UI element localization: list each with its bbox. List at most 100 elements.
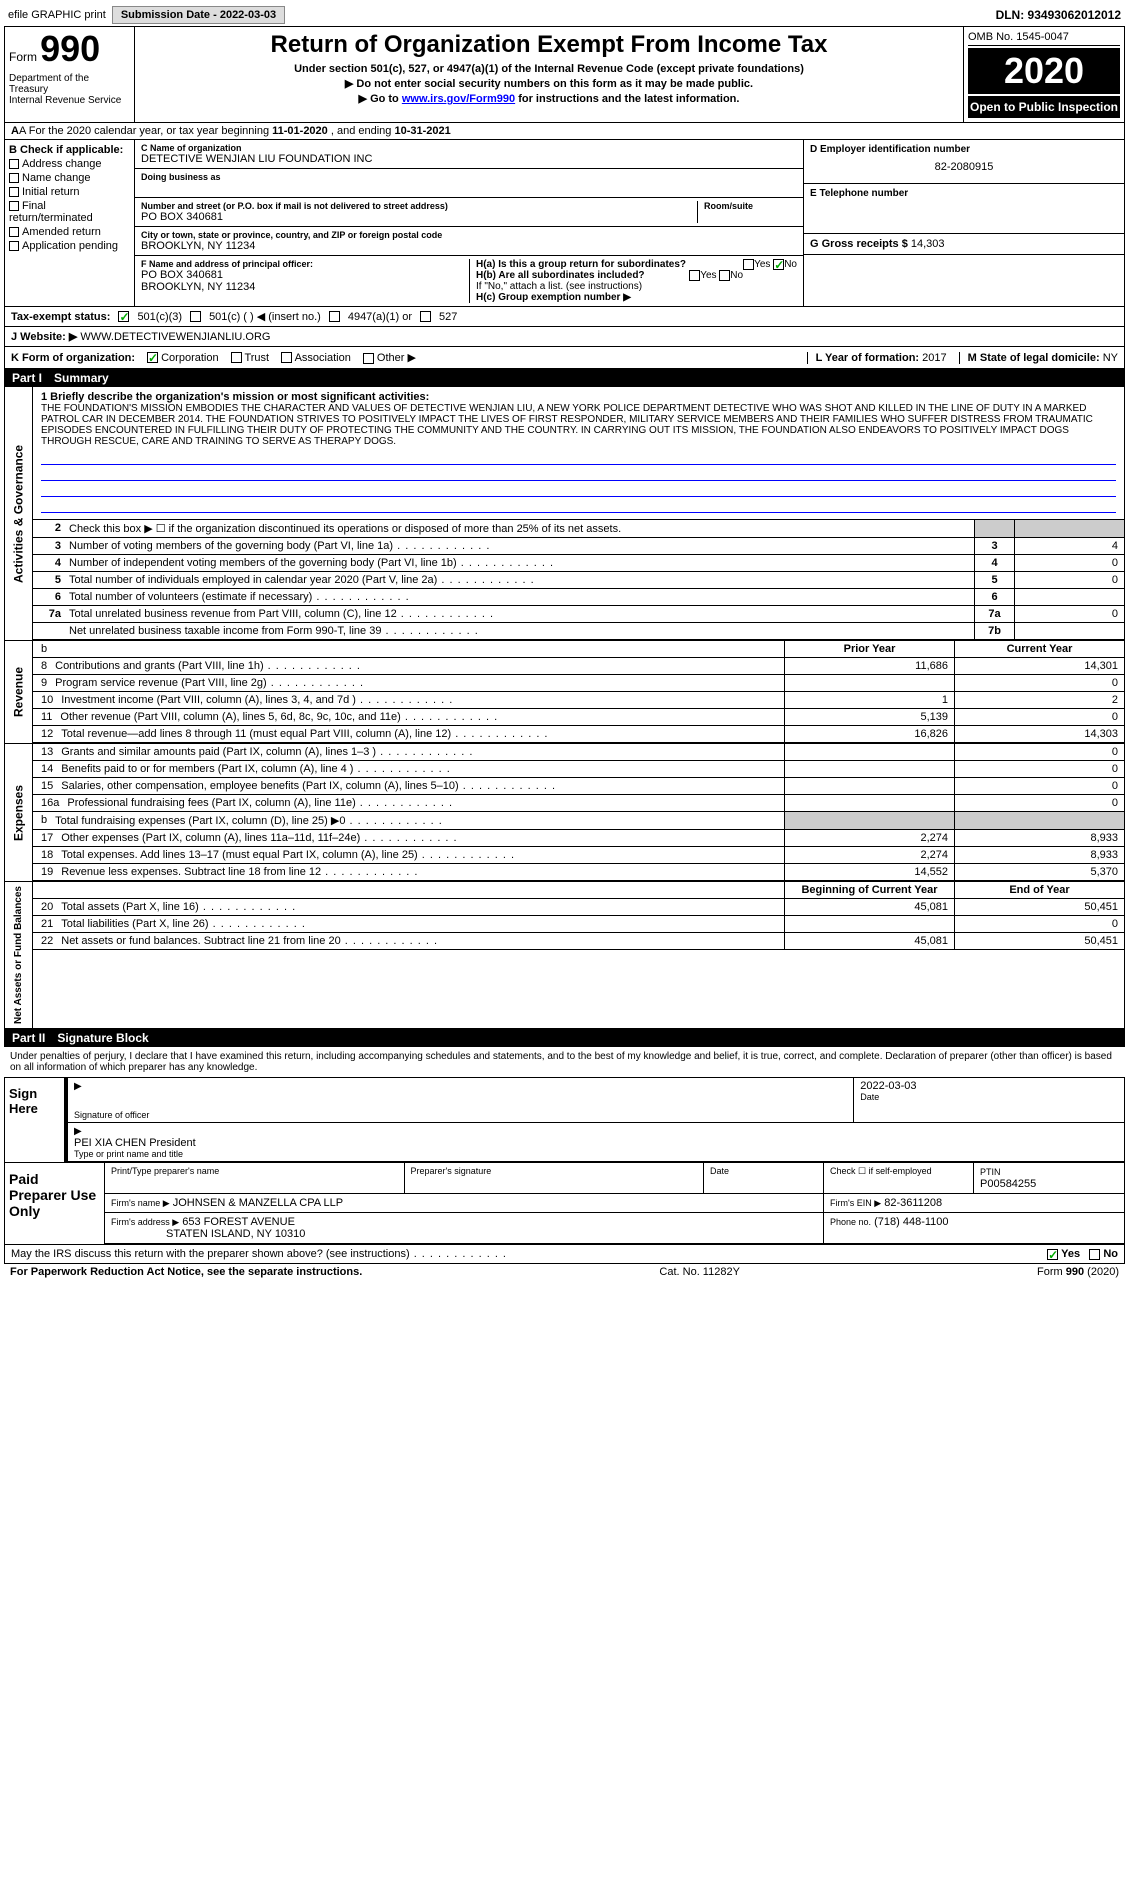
discuss-row: May the IRS discuss this return with the… (4, 1245, 1125, 1264)
mission-block: 1 Briefly describe the organization's mi… (33, 387, 1124, 520)
section-expenses: Expenses 13Grants and similar amounts pa… (4, 744, 1125, 882)
check-527[interactable] (420, 311, 431, 322)
side-rev: Revenue (5, 641, 33, 743)
discuss-yes[interactable] (1047, 1249, 1058, 1260)
page-footer: For Paperwork Reduction Act Notice, see … (4, 1264, 1125, 1280)
preparer-block: Paid Preparer Use Only Print/Type prepar… (4, 1163, 1125, 1245)
cat-no: Cat. No. 11282Y (659, 1266, 740, 1278)
tax-year: 2020 (968, 48, 1120, 94)
gov-row: 6Total number of volunteers (estimate if… (33, 589, 1124, 606)
check-final[interactable]: Final return/terminated (9, 200, 130, 224)
form-org-row: K Form of organization: Corporation Trus… (4, 347, 1125, 369)
k-label: K Form of organization: (11, 352, 135, 364)
fin-row: 9Program service revenue (Part VIII, lin… (33, 675, 1124, 692)
check-assoc[interactable] (281, 352, 292, 363)
fin-row: 13Grants and similar amounts paid (Part … (33, 744, 1124, 761)
submission-date-button[interactable]: Submission Date - 2022-03-03 (112, 6, 285, 24)
check-pending[interactable]: Application pending (9, 240, 130, 252)
firm-phone: (718) 448-1100 (874, 1216, 948, 1228)
g-label: G Gross receipts $ (810, 238, 911, 250)
gov-row: 4Number of independent voting members of… (33, 555, 1124, 572)
room-label: Room/suite (704, 201, 797, 211)
check-4947[interactable] (329, 311, 340, 322)
officer-addr1: PO BOX 340681 (141, 269, 469, 281)
side-exp: Expenses (5, 744, 33, 881)
ha-label: H(a) Is this a group return for subordin… (476, 259, 686, 270)
firm-city: STATEN ISLAND, NY 10310 (166, 1228, 305, 1240)
check-501c[interactable] (190, 311, 201, 322)
fin-row: 12Total revenue—add lines 8 through 11 (… (33, 726, 1124, 743)
mission-lead: 1 Briefly describe the organization's mi… (41, 391, 429, 403)
gov-row: 5Total number of individuals employed in… (33, 572, 1124, 589)
check-initial[interactable]: Initial return (9, 186, 130, 198)
hb-label: H(b) Are all subordinates included? (476, 270, 645, 281)
side-na: Net Assets or Fund Balances (5, 882, 33, 1028)
fin-row: 14Benefits paid to or for members (Part … (33, 761, 1124, 778)
tax-status-row: Tax-exempt status: 501(c)(3) 501(c) ( ) … (4, 307, 1125, 327)
hb-note: If "No," attach a list. (see instruction… (476, 281, 797, 292)
omb-number: OMB No. 1545-0047 (968, 31, 1120, 46)
irs-link[interactable]: www.irs.gov/Form990 (402, 93, 515, 105)
prep-name-label: Print/Type preparer's name (105, 1163, 405, 1193)
form-subtitle: Under section 501(c), 527, or 4947(a)(1)… (139, 63, 959, 75)
b-label: B Check if applicable: (9, 144, 123, 156)
city-state-zip: BROOKLYN, NY 11234 (141, 240, 797, 252)
discuss-no[interactable] (1089, 1249, 1100, 1260)
state-domicile: NY (1103, 352, 1118, 364)
check-address[interactable]: Address change (9, 158, 130, 170)
name-label: Type or print name and title (74, 1149, 1118, 1159)
c-label: C Name of organization (141, 143, 797, 153)
mission-text: THE FOUNDATION'S MISSION EMBODIES THE CH… (41, 403, 1116, 447)
officer-addr2: BROOKLYN, NY 11234 (141, 281, 469, 293)
penalty-text: Under penalties of perjury, I declare th… (4, 1047, 1125, 1077)
form-number: 990 (40, 28, 100, 69)
prep-sig-label: Preparer's signature (405, 1163, 705, 1193)
m-label: M State of legal domicile: (968, 352, 1103, 364)
prep-date-label: Date (704, 1163, 824, 1193)
warn-ssn: ▶ Do not enter social security numbers o… (139, 77, 959, 90)
row-2: 2Check this box ▶ ☐ if the organization … (33, 520, 1124, 538)
ein: 82-2080915 (810, 155, 1118, 179)
efile-label: efile GRAPHIC print (8, 9, 106, 21)
check-trust[interactable] (231, 352, 242, 363)
l-label: L Year of formation: (816, 352, 923, 364)
fin-row: 18Total expenses. Add lines 13–17 (must … (33, 847, 1124, 864)
fin-header: b Prior Year Current Year (33, 641, 1124, 658)
period-row: AA For the 2020 calendar year, or tax ye… (4, 123, 1125, 140)
sign-here: Sign Here (5, 1078, 65, 1162)
fin-row: bTotal fundraising expenses (Part IX, co… (33, 812, 1124, 830)
sign-date: 2022-03-03 (860, 1080, 1118, 1092)
fin-row: 19Revenue less expenses. Subtract line 1… (33, 864, 1124, 881)
fin-row: 17Other expenses (Part IX, column (A), l… (33, 830, 1124, 847)
ptin: P00584255 (980, 1178, 1036, 1190)
fin-row: 21Total liabilities (Part X, line 26)0 (33, 916, 1124, 933)
check-amended[interactable]: Amended return (9, 226, 130, 238)
fin-row: 22Net assets or fund balances. Subtract … (33, 933, 1124, 950)
check-501c3[interactable] (118, 311, 129, 322)
sign-block: Sign Here Signature of officer 2022-03-0… (4, 1077, 1125, 1163)
f-label: F Name and address of principal officer: (141, 259, 469, 269)
section-revenue: Revenue b Prior Year Current Year 8Contr… (4, 641, 1125, 744)
fin-row: 15Salaries, other compensation, employee… (33, 778, 1124, 795)
dept-label: Department of the Treasury Internal Reve… (9, 73, 130, 106)
self-emp-label: Check ☐ if self-employed (824, 1163, 974, 1193)
check-corp[interactable] (147, 352, 158, 363)
website-row: J Website: ▶ WWW.DETECTIVEWENJIANLIU.ORG (4, 327, 1125, 347)
website-url: WWW.DETECTIVEWENJIANLIU.ORG (80, 331, 270, 343)
gov-row: Net unrelated business taxable income fr… (33, 623, 1124, 640)
year-formation: 2017 (922, 352, 946, 364)
firm-addr: 653 FOREST AVENUE (182, 1216, 295, 1228)
sig-officer-label: Signature of officer (74, 1110, 847, 1120)
gross-receipts: 14,303 (911, 238, 945, 250)
prep-left: Paid Preparer Use Only (5, 1163, 105, 1244)
part2-header: Part II Signature Block (4, 1029, 1125, 1047)
check-other[interactable] (363, 353, 374, 364)
org-name: DETECTIVE WENJIAN LIU FOUNDATION INC (141, 153, 797, 165)
warn-link: ▶ Go to www.irs.gov/Form990 for instruct… (139, 92, 959, 105)
check-name[interactable]: Name change (9, 172, 130, 184)
form-title: Return of Organization Exempt From Incom… (139, 31, 959, 59)
officer-name: PEI XIA CHEN President (74, 1137, 1118, 1149)
fin-row: 20Total assets (Part X, line 16)45,08150… (33, 899, 1124, 916)
entity-meta: B Check if applicable: Address change Na… (4, 140, 1125, 307)
gov-row: 3Number of voting members of the governi… (33, 538, 1124, 555)
